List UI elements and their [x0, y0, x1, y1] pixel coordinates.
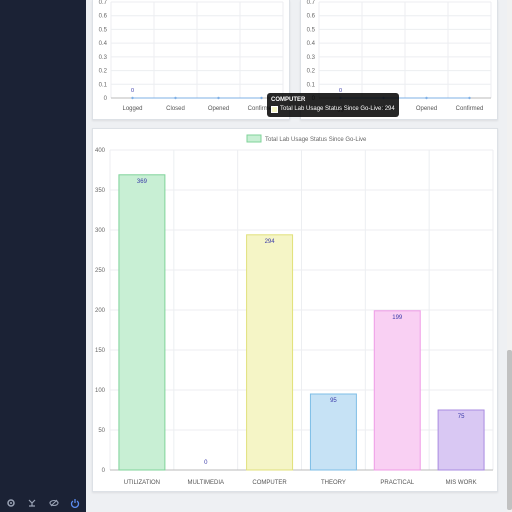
x-tick-label: PRACTICAL	[380, 480, 414, 486]
x-tick-label: THEORY	[321, 480, 346, 486]
sidebar	[0, 0, 86, 512]
bar	[373, 310, 421, 471]
legend-label: Total Lab Usage Status Since Go-Live	[265, 137, 367, 143]
bar-data-label: 199	[392, 315, 403, 321]
gear-icon[interactable]	[5, 497, 17, 509]
y-tick-label: 0.2	[307, 69, 316, 75]
y-tick-label: 150	[95, 348, 106, 354]
y-tick-label: 0.1	[99, 82, 108, 88]
y-tick-label: 350	[95, 188, 106, 194]
y-tick-label: 0.4	[307, 41, 316, 47]
y-tick-label: 0.1	[307, 82, 316, 88]
scrollbar-thumb[interactable]	[507, 350, 512, 510]
power-icon[interactable]	[69, 497, 81, 509]
y-tick-label: 0.7	[99, 0, 108, 6]
y-tick-label: 0.3	[99, 55, 108, 61]
y-tick-label: 100	[95, 388, 106, 394]
series-point	[468, 96, 471, 100]
bar-data-label: 75	[458, 414, 465, 420]
bar	[246, 234, 294, 471]
bar-data-label: 0	[204, 460, 208, 466]
bar	[309, 393, 357, 471]
tooltip-text: Total Lab Usage Status Since Go-Live: 29…	[280, 106, 395, 112]
y-tick-label: 0.4	[99, 41, 108, 47]
bar	[118, 174, 166, 471]
tooltip-title: COMPUTER	[271, 97, 306, 103]
x-tick-label: Closed	[166, 106, 185, 112]
eye-slash-icon[interactable]	[48, 497, 60, 509]
series-point	[260, 96, 263, 100]
sidebar-footer	[0, 494, 86, 512]
main-content: 0.7 0.6 0.5 0.4 0.3 0.2 0.1 0 Logged Closed Opened…	[86, 0, 512, 512]
lab-usage-chart-card: Total Lab Usage Status Since Go-Live 0 50 1…	[92, 128, 498, 492]
y-tick-label: 0	[102, 468, 106, 474]
lab-usage-bar-chart: Total Lab Usage Status Since Go-Live 0 50 1…	[95, 134, 494, 486]
y-tick-label: 0	[104, 96, 108, 102]
legend-swatch	[246, 134, 262, 143]
scrollbar-track[interactable]	[507, 0, 512, 512]
y-tick-label: 50	[98, 428, 105, 434]
x-tick-label: UTILIZATION	[124, 480, 160, 486]
series-point	[425, 96, 428, 100]
y-tick-label: 250	[95, 268, 106, 274]
tooltip-row: Total Lab Usage Status Since Go-Live: 29…	[271, 105, 395, 114]
tickets-line-chart-left: 0.7 0.6 0.5 0.4 0.3 0.2 0.1 0 Logged Closed Opened…	[99, 0, 284, 112]
y-tick-label: 0.6	[307, 14, 316, 20]
series-point	[217, 96, 220, 100]
y-tick-label: 300	[95, 228, 106, 234]
data-label: 0	[339, 88, 342, 94]
x-tick-label: Opened	[208, 106, 229, 112]
x-tick-label: Opened	[416, 106, 437, 112]
bar	[437, 409, 485, 471]
tickets-chart-card-left: 0.7 0.6 0.5 0.4 0.3 0.2 0.1 0 Logged Closed Opened…	[92, 0, 290, 120]
x-tick-label: Confirmed	[456, 106, 484, 112]
y-tick-label: 0.6	[99, 14, 108, 20]
bar-data-label: 294	[265, 239, 276, 245]
bar-data-label: 369	[137, 179, 148, 185]
tooltip-swatch	[271, 106, 278, 113]
x-tick-label: Logged	[122, 106, 142, 112]
bar-data-label: 95	[330, 398, 337, 404]
y-tick-label: 0.3	[307, 55, 316, 61]
series-point	[174, 96, 177, 100]
x-tick-label: MULTIMEDIA	[187, 480, 224, 486]
x-tick-label: Confirmed	[248, 106, 276, 112]
network-icon[interactable]	[26, 497, 38, 509]
x-tick-label: MIS WORK	[446, 480, 477, 486]
y-tick-label: 0.5	[307, 27, 316, 33]
y-tick-label: 0.2	[99, 69, 108, 75]
y-tick-label: 0.7	[307, 0, 316, 6]
series-point	[131, 96, 134, 100]
data-label: 0	[131, 88, 134, 94]
y-tick-label: 400	[95, 148, 106, 154]
x-tick-label: COMPUTER	[252, 480, 287, 486]
y-tick-label: 0.5	[99, 27, 108, 33]
chart-tooltip: COMPUTER Total Lab Usage Status Since Go…	[267, 93, 399, 117]
y-tick-label: 200	[95, 308, 106, 314]
